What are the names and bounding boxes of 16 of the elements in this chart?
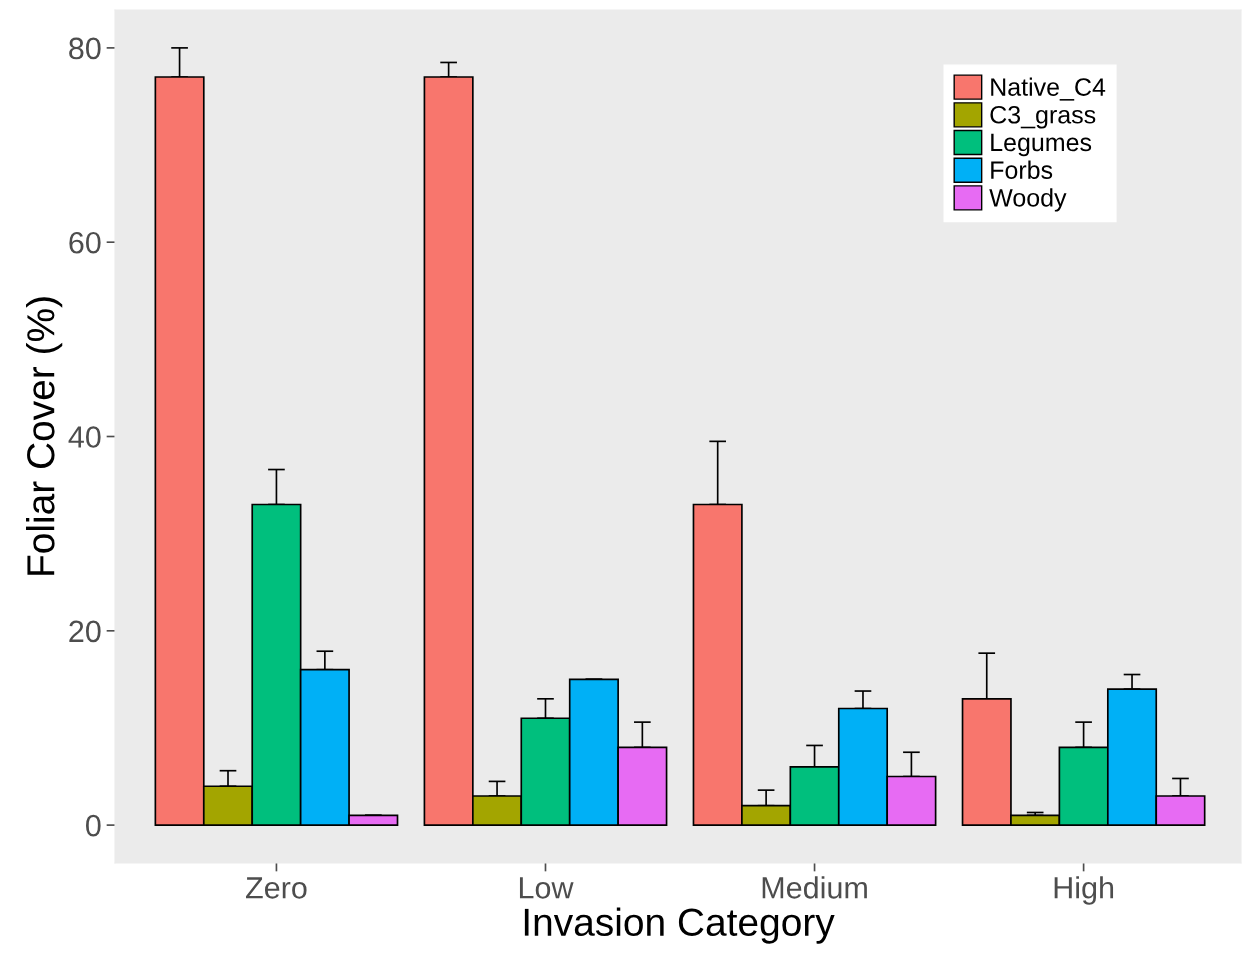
x-tick-label: Medium (762, 876, 867, 899)
y-tick-label: 80 (69, 37, 101, 60)
y-tick-label: 40 (68, 426, 101, 448)
legend-label: Woody (989, 188, 1067, 212)
y-axis-title: Foliar Cover (%) (26, 297, 63, 575)
x-tick-label: High (1054, 876, 1114, 905)
x-tick-label: Low (519, 877, 574, 899)
y-tick-label: 60 (69, 231, 101, 254)
y-tick-label: 0 (86, 814, 101, 837)
x-tick-label: Zero (245, 877, 307, 899)
legend-label: Forbs (991, 160, 1053, 179)
x-axis-title: Invasion Category (524, 907, 835, 944)
legend-label: Native_C4 (991, 77, 1106, 101)
y-tick-label: 20 (69, 620, 101, 643)
legend-label: C3_grass (990, 105, 1096, 129)
legend-label: Legumes (991, 133, 1092, 157)
